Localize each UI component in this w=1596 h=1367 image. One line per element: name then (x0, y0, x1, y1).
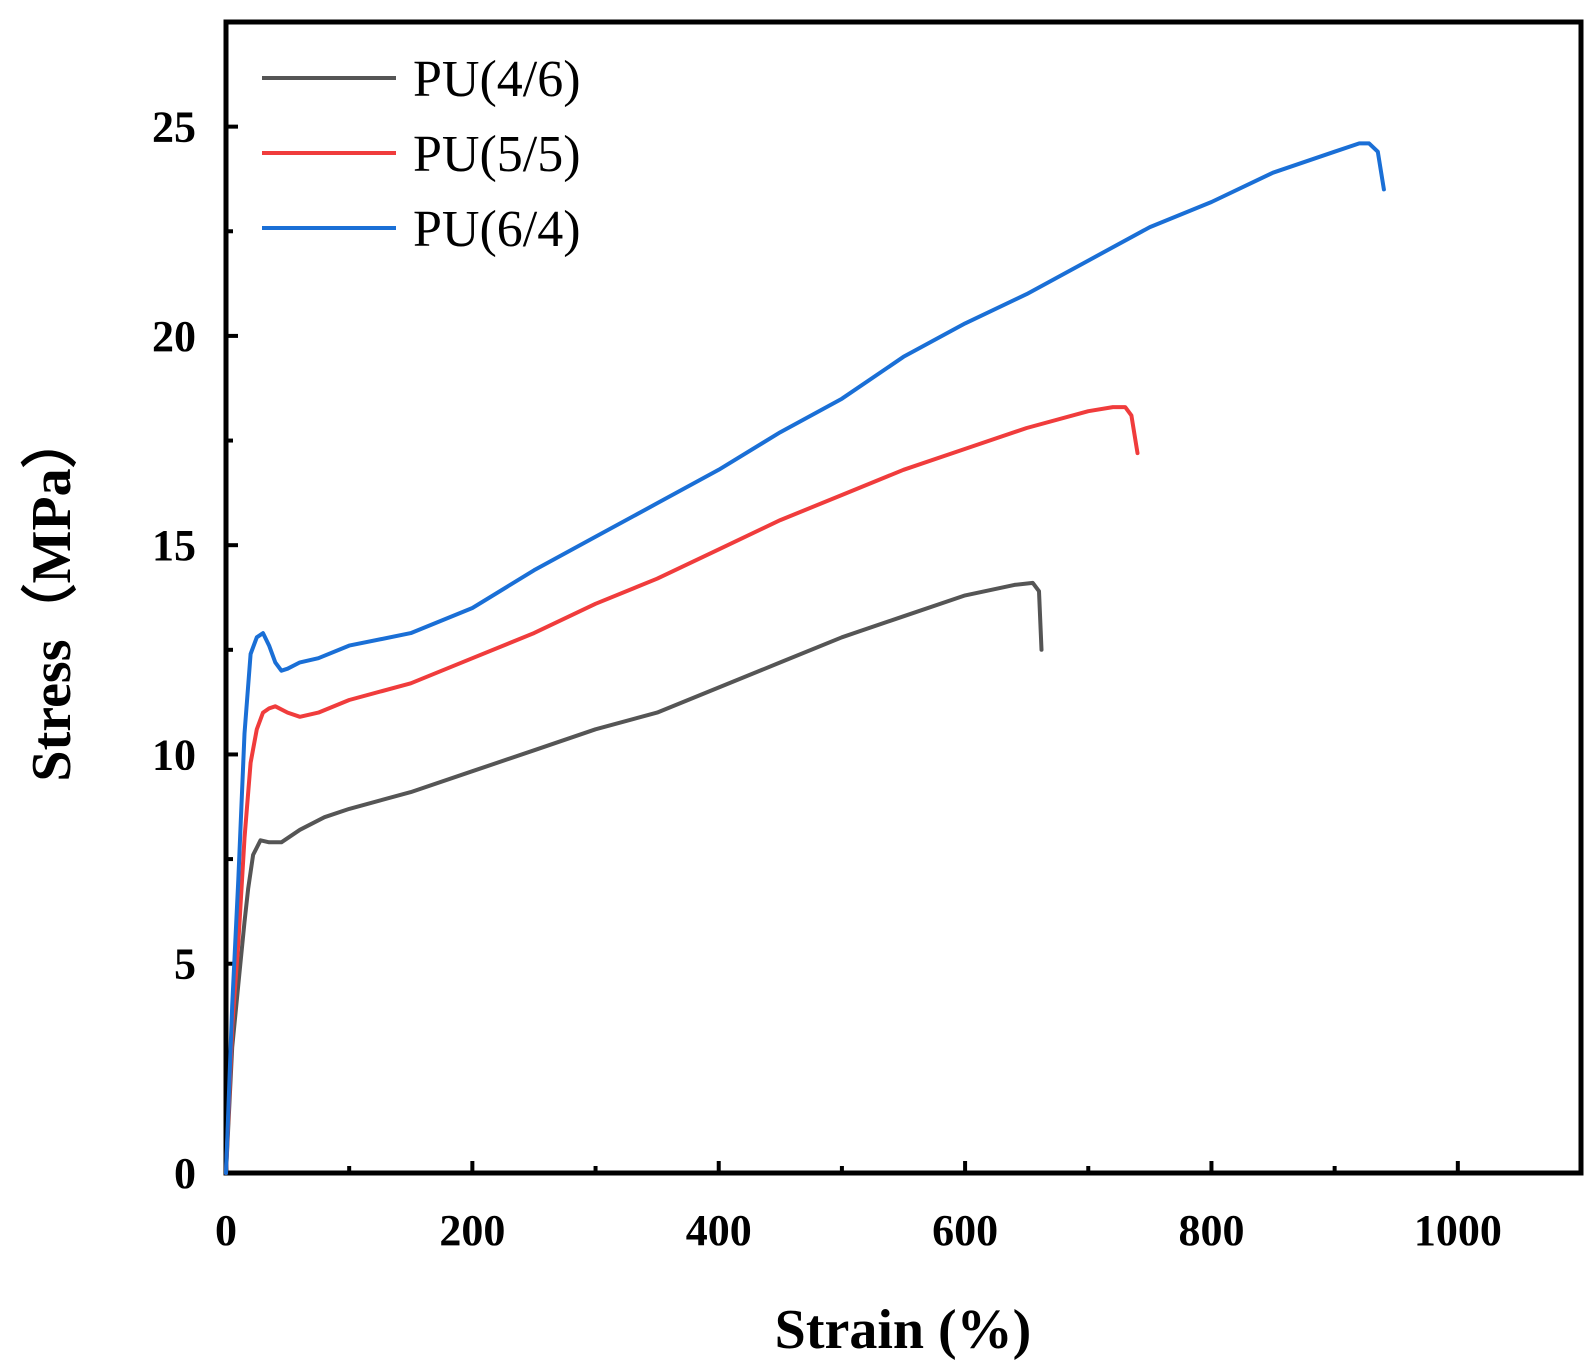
y-tick-label: 25 (152, 103, 196, 152)
tick-labels: 0 200 400 600 800 1000 0 5 10 15 20 25 (152, 103, 1502, 1255)
series-line-3 (224, 141, 1386, 1175)
y-tick-label: 10 (152, 730, 196, 779)
plot-frame (223, 19, 1584, 1176)
x-tick-label: 0 (215, 1206, 237, 1255)
y-tick-label: 15 (152, 521, 196, 570)
y-axis-title: Stress（MPa） (20, 412, 83, 781)
axis-ticks (224, 124, 1460, 1175)
x-tick-label: 400 (686, 1206, 752, 1255)
x-tick-label: 1000 (1414, 1206, 1502, 1255)
series-line-2 (224, 405, 1140, 1175)
y-tick-label: 0 (174, 1149, 196, 1198)
series-line-1 (224, 580, 1044, 1175)
legend-label-2: PU(5/5) (413, 126, 581, 183)
y-tick-label: 5 (174, 940, 196, 989)
y-tick-label: 20 (152, 312, 196, 361)
x-tick-label: 800 (1178, 1206, 1244, 1255)
x-tick-label: 600 (932, 1206, 998, 1255)
series-lines (224, 141, 1386, 1175)
legend: PU(4/6) PU(5/5) PU(6/4) (262, 51, 581, 258)
legend-label-1: PU(4/6) (413, 51, 581, 108)
x-axis-title: Strain (%) (775, 1299, 1032, 1361)
x-tick-label: 200 (439, 1206, 505, 1255)
legend-label-3: PU(6/4) (413, 201, 581, 258)
